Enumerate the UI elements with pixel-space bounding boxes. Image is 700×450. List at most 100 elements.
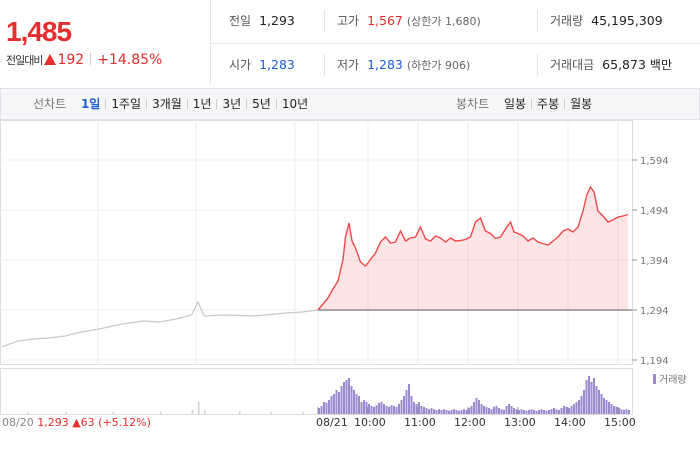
volume-bar — [423, 406, 425, 414]
volume-bar — [318, 408, 320, 414]
volume-bar — [385, 406, 388, 414]
prev-day-line — [1, 300, 319, 348]
volume-bar — [478, 400, 480, 414]
candle-option-2[interactable]: 월봉 — [570, 97, 593, 111]
volume-bar — [540, 409, 543, 414]
period-option-5[interactable]: 5년 — [252, 97, 271, 111]
volume-bar — [560, 408, 563, 414]
volume-bar — [343, 382, 345, 414]
volume-bar — [563, 406, 565, 414]
divider — [537, 54, 538, 76]
volume-bar — [463, 409, 465, 414]
period-option-1[interactable]: 1주일 — [111, 97, 142, 111]
volume-bars — [27, 376, 630, 414]
divider — [275, 99, 277, 109]
volume-bar — [618, 408, 620, 414]
volume-bar — [573, 404, 575, 414]
volume-bar — [510, 406, 513, 414]
xtick-label: 14:00 — [554, 416, 586, 429]
prev-volume-bar — [27, 412, 29, 414]
up-arrow-icon: ▲ — [72, 416, 81, 429]
period-option-2[interactable]: 3개월 — [152, 97, 182, 111]
period-option-6[interactable]: 10년 — [281, 97, 309, 111]
volume-bar — [570, 406, 573, 414]
prev-day-change: 63 — [81, 416, 99, 429]
prev-day-change-percent: (+5.12%) — [98, 416, 151, 429]
prev-day-date: 08/20 — [2, 416, 37, 429]
volume-bar — [583, 390, 585, 414]
volume-bar — [505, 406, 508, 414]
prev-volume-bar — [160, 411, 162, 414]
volume-bar — [405, 390, 408, 414]
volume-bar — [603, 398, 605, 414]
stat-label: 저가 — [337, 58, 360, 72]
ytick-label: 1,494 — [640, 206, 669, 217]
stat-sub: (하한가 906) — [406, 59, 471, 72]
stat-value: 1,283 — [367, 57, 403, 72]
prev-volume-bar — [239, 411, 241, 414]
stat-label: 고가 — [337, 14, 360, 28]
divider — [324, 54, 325, 76]
prev-volume-bar — [191, 410, 194, 414]
divider — [531, 99, 533, 109]
stat-label: 거래대금 — [550, 58, 595, 72]
volume-bar — [393, 406, 395, 414]
xtick-label: 11:00 — [404, 416, 436, 429]
prev-volume-bar — [112, 412, 115, 414]
volume-bar — [353, 390, 355, 414]
volume-bar — [425, 408, 428, 414]
volume-bar — [523, 410, 525, 414]
period-option-3[interactable]: 1년 — [192, 97, 212, 111]
prev-volume-bar — [65, 412, 67, 414]
volume-bar — [365, 402, 368, 414]
volume-bar — [390, 405, 393, 414]
line-chart-label: 선차트 — [33, 97, 67, 111]
volume-bar — [598, 390, 600, 414]
prev-day-info: 08/20 1,293 ▲63 (+5.12%) — [2, 416, 151, 429]
prev-volume-bar — [197, 402, 200, 414]
volume-bar — [448, 410, 450, 414]
up-arrow-icon — [44, 54, 57, 65]
period-option-0[interactable]: 1일 — [80, 97, 101, 111]
volume-bar — [605, 400, 608, 414]
volume-bar — [483, 406, 485, 414]
candle-option-0[interactable]: 일봉 — [503, 97, 527, 111]
volume-bar — [340, 386, 343, 414]
volume-bar — [465, 410, 468, 414]
candle-option-1[interactable]: 주봉 — [537, 97, 560, 111]
prev-volume-bar — [270, 412, 273, 414]
volume-bar — [475, 398, 478, 414]
prev-volume-bar — [302, 411, 304, 414]
stat-value: 1,567 — [367, 13, 403, 28]
volume-bar — [430, 408, 433, 414]
volume-bar — [538, 410, 540, 414]
volume-bar — [378, 402, 380, 414]
volume-bar — [520, 409, 523, 414]
volume-bar — [495, 406, 498, 414]
volume-bar — [498, 408, 500, 414]
volume-bar — [608, 402, 610, 414]
stat-high: 고가 1,567 (상한가 1,680) — [337, 0, 481, 42]
stat-sub: (상한가 1,680) — [406, 15, 481, 28]
volume-bar — [575, 402, 578, 414]
period-toolbar: 선차트 1일 1주일 3개월 1년 3년 5년 10년 봉차트 일봉 주봉 월봉 — [0, 88, 700, 120]
volume-bar — [500, 409, 503, 414]
prev-volume-bar — [204, 410, 206, 414]
stat-label: 거래량 — [550, 14, 584, 28]
volume-bar — [493, 406, 495, 414]
volume-bar — [610, 404, 613, 414]
volume-border — [0, 368, 633, 415]
stat-value: 65,873 — [602, 57, 646, 72]
divider — [90, 53, 92, 65]
volume-bar — [568, 408, 570, 414]
volume-bar — [348, 378, 350, 414]
period-option-4[interactable]: 3년 — [222, 97, 242, 111]
volume-bar — [413, 402, 415, 414]
ytick-label: 1,294 — [640, 306, 669, 317]
volume-bar — [625, 409, 628, 414]
chart-labels: 1,594 1,494 1,394 1,294 1,194 거래량 08/21 10:00 11… — [2, 156, 687, 429]
volume-bar — [323, 402, 325, 414]
today-area — [318, 187, 628, 310]
volume-bar — [613, 406, 615, 414]
volume-bar — [615, 406, 618, 414]
